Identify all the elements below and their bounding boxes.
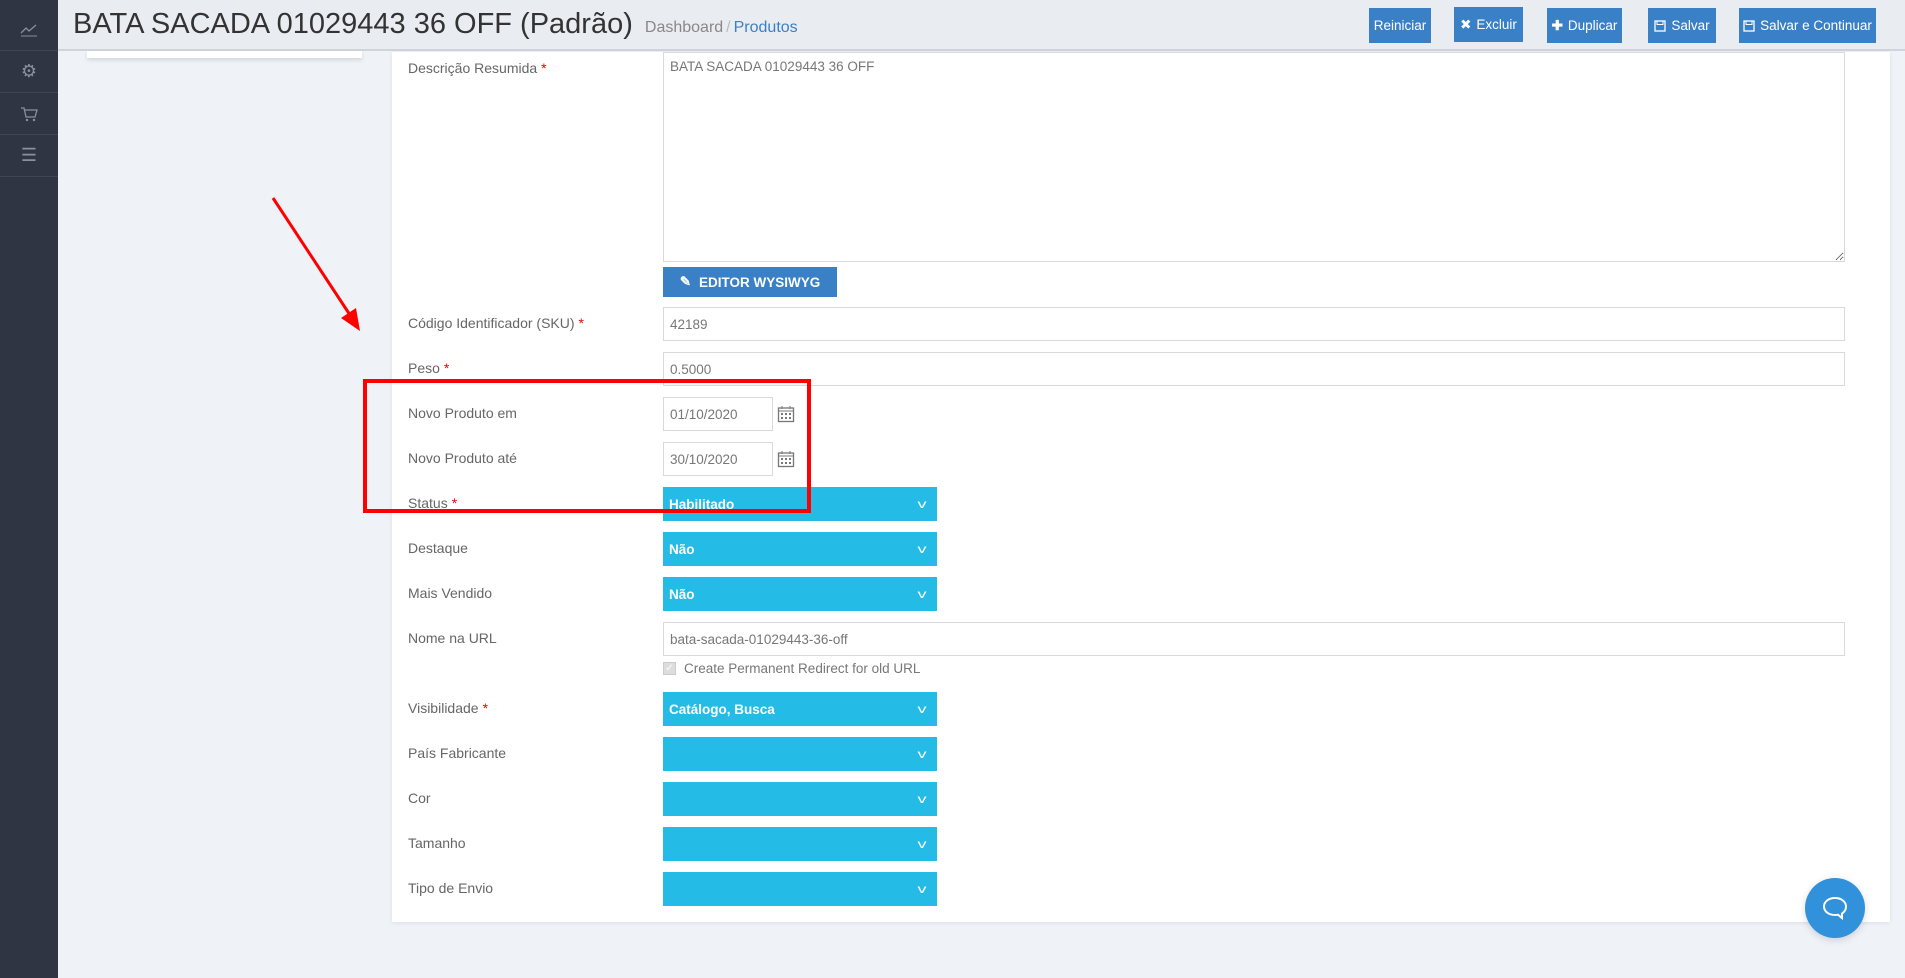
breadcrumb-produtos[interactable]: Produtos <box>733 18 798 36</box>
redirect-label: Create Permanent Redirect for old URL <box>684 661 921 676</box>
new-to-label: Novo Produto até <box>408 450 517 466</box>
save-continue-button[interactable]: Salvar e Continuar <box>1739 8 1876 43</box>
chevron-down-icon: v <box>917 747 927 761</box>
sku-label: Código Identificador (SKU) * <box>408 315 584 331</box>
visibility-label: Visibilidade * <box>408 700 489 716</box>
chat-button[interactable] <box>1805 878 1865 938</box>
reset-button[interactable]: Reiniciar <box>1369 8 1431 43</box>
weight-input[interactable]: 0.5000 <box>663 352 1845 386</box>
save-button[interactable]: Salvar <box>1648 8 1716 43</box>
shipping-type-label: Tipo de Envio <box>408 880 494 896</box>
bestseller-label: Mais Vendido <box>408 585 493 601</box>
floppy-icon <box>1743 19 1755 32</box>
left-card <box>87 51 362 58</box>
sidebar-item-menu[interactable]: ☰ <box>0 135 58 177</box>
color-label: Cor <box>408 790 431 806</box>
url-key-input[interactable]: bata-sacada-01029443-36-off <box>663 622 1845 656</box>
sidebar-item-sales[interactable] <box>0 93 58 135</box>
page-title: BATA SACADA 01029443 36 OFF (Padrão) <box>73 8 633 40</box>
chat-bubble-icon <box>1822 896 1848 920</box>
title-row: BATA SACADA 01029443 36 OFF (Padrão) Das… <box>73 0 798 49</box>
bestseller-select[interactable]: Não v <box>663 577 937 611</box>
sidebar: ⚙ ☰ <box>0 0 58 978</box>
annotation-highlight-box <box>363 379 811 513</box>
size-select[interactable]: v <box>663 827 937 861</box>
new-to-date-input[interactable]: 30/10/2020 <box>663 442 773 476</box>
breadcrumb: Dashboard / Produtos <box>645 13 798 37</box>
editor-wysiwyg-button[interactable]: ✎ EDITOR WYSIWYG <box>663 267 837 297</box>
chevron-down-icon: v <box>917 702 927 716</box>
cart-icon <box>21 106 38 121</box>
redirect-checkbox-row: ✓ Create Permanent Redirect for old URL <box>663 661 920 676</box>
new-from-label: Novo Produto em <box>408 405 517 421</box>
color-select[interactable]: v <box>663 782 937 816</box>
save-label: Salvar <box>1671 18 1710 33</box>
redirect-checkbox[interactable]: ✓ <box>663 662 676 675</box>
delete-label: Excluir <box>1476 17 1517 32</box>
status-select[interactable]: Habilitado v <box>663 487 937 521</box>
shipping-type-select[interactable]: v <box>663 872 937 906</box>
edit-icon: ✎ <box>679 274 692 289</box>
breadcrumb-separator: / <box>726 18 731 36</box>
delete-button[interactable]: ✖ Excluir <box>1454 7 1523 42</box>
x-icon: ✖ <box>1460 16 1472 32</box>
featured-label: Destaque <box>408 540 468 556</box>
country-select[interactable]: v <box>663 737 937 771</box>
breadcrumb-dashboard[interactable]: Dashboard <box>644 18 724 36</box>
duplicate-label: Duplicar <box>1567 18 1618 33</box>
country-label: País Fabricante <box>408 745 507 761</box>
chevron-down-icon: v <box>917 882 927 896</box>
size-label: Tamanho <box>408 835 466 851</box>
weight-label: Peso * <box>408 360 450 376</box>
calendar-icon[interactable] <box>777 405 795 423</box>
chevron-down-icon: v <box>917 792 927 806</box>
chevron-down-icon: v <box>917 497 927 511</box>
chevron-down-icon: v <box>917 837 927 851</box>
new-from-date-input[interactable]: 01/10/2020 <box>663 397 773 431</box>
url-key-label: Nome na URL <box>408 630 497 646</box>
floppy-icon <box>1654 19 1667 32</box>
short-description-label: Descrição Resumida * <box>408 60 547 76</box>
save-continue-label: Salvar e Continuar <box>1760 18 1872 33</box>
short-description-textarea[interactable]: BATA SACADA 01029443 36 OFF <box>663 52 1845 262</box>
chevron-down-icon: v <box>917 542 927 556</box>
gear-icon: ⚙ <box>20 61 38 81</box>
status-label: Status * <box>408 495 458 511</box>
chevron-down-icon: v <box>917 587 927 601</box>
chart-line-icon <box>20 24 37 36</box>
calendar-icon[interactable] <box>777 450 795 468</box>
sidebar-item-settings[interactable]: ⚙ <box>0 51 58 93</box>
sidebar-item-dashboard[interactable] <box>0 9 58 51</box>
menu-icon: ☰ <box>20 145 38 165</box>
page-header: BATA SACADA 01029443 36 OFF (Padrão) Das… <box>58 0 1905 51</box>
featured-select[interactable]: Não v <box>663 532 937 566</box>
editor-wysiwyg-label: EDITOR WYSIWYG <box>699 274 821 290</box>
reset-label: Reiniciar <box>1373 18 1427 33</box>
plus-icon: ✚ <box>1551 17 1563 33</box>
visibility-select[interactable]: Catálogo, Busca v <box>663 692 937 726</box>
duplicate-button[interactable]: ✚ Duplicar <box>1547 8 1622 43</box>
sku-input[interactable]: 42189 <box>663 307 1845 341</box>
